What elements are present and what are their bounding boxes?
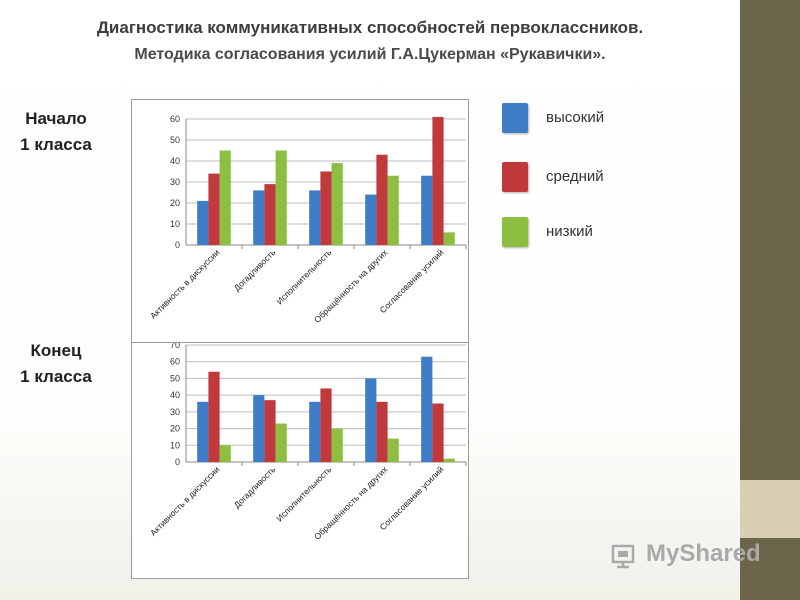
x-category-label: Активность в дискуссии bbox=[148, 464, 222, 538]
bar-high-4 bbox=[421, 356, 433, 462]
watermark-logo-icon bbox=[611, 544, 635, 569]
legend-label-high: высокий bbox=[546, 109, 605, 126]
bar-low-4 bbox=[443, 232, 455, 245]
legend-swatch-high bbox=[502, 103, 528, 133]
y-tick-label: 70 bbox=[170, 343, 180, 350]
decorative-side-band-accent bbox=[740, 480, 800, 538]
bar-low-0 bbox=[219, 150, 231, 245]
bar-high-0 bbox=[197, 200, 209, 245]
x-category-label: Догадливость bbox=[232, 247, 278, 293]
legend-label-low: низкий bbox=[546, 223, 593, 240]
bar-medium-2 bbox=[320, 388, 332, 462]
bar-low-1 bbox=[275, 150, 287, 245]
bar-low-0 bbox=[219, 445, 231, 462]
x-category-label: Исполнительность bbox=[274, 464, 333, 523]
bar-low-3 bbox=[387, 438, 399, 462]
decorative-side-band bbox=[740, 0, 800, 600]
y-tick-label: 0 bbox=[175, 240, 180, 250]
bar-high-2 bbox=[309, 401, 321, 462]
label-start-line2: 1 класса bbox=[20, 135, 92, 154]
bar-medium-2 bbox=[320, 171, 332, 245]
y-tick-label: 10 bbox=[170, 440, 180, 450]
chart-panel-start: 0 10 20 30 40 50 60 Активность в дискуссии Догад… bbox=[131, 99, 469, 344]
legend-item-high: высокий bbox=[502, 103, 702, 133]
bar-low-4 bbox=[443, 458, 455, 462]
bar-high-1 bbox=[253, 395, 265, 462]
bar-high-0 bbox=[197, 401, 209, 462]
legend-label-medium: средний bbox=[546, 168, 604, 185]
chart-start: 0 10 20 30 40 50 60 Активность в дискуссии Догад… bbox=[148, 114, 467, 325]
y-tick-label: 10 bbox=[170, 219, 180, 229]
bar-medium-0 bbox=[208, 371, 220, 462]
bar-low-2 bbox=[331, 428, 343, 462]
bar-low-3 bbox=[387, 175, 399, 245]
bar-high-1 bbox=[253, 190, 265, 245]
slide: Диагностика коммуникативных способностей… bbox=[0, 0, 740, 600]
y-tick-label: 20 bbox=[170, 198, 180, 208]
legend-swatch-low bbox=[502, 217, 528, 247]
label-end: Конец 1 класса bbox=[0, 338, 112, 390]
chart-end: 0 10 20 30 40 50 60 70 Активность в дискуссии Дог… bbox=[148, 340, 467, 542]
bar-high-3 bbox=[365, 194, 377, 245]
bar-high-3 bbox=[365, 378, 377, 462]
bar-medium-1 bbox=[264, 400, 276, 462]
x-category-label: Согласование усилий bbox=[378, 464, 446, 532]
bar-medium-4 bbox=[432, 116, 444, 246]
legend-swatch-medium bbox=[502, 162, 528, 192]
bar-medium-3 bbox=[376, 154, 388, 245]
bar-medium-4 bbox=[432, 403, 444, 462]
x-category-label: Исполнительность bbox=[274, 247, 333, 306]
bar-high-4 bbox=[421, 175, 433, 245]
bar-low-2 bbox=[331, 163, 343, 245]
legend-item-low: низкий bbox=[502, 217, 702, 247]
label-end-line1: Конец bbox=[30, 341, 82, 360]
x-category-label: Согласование усилий bbox=[378, 247, 446, 315]
label-start: Начало 1 класса bbox=[0, 106, 112, 158]
y-tick-label: 60 bbox=[170, 114, 180, 124]
bar-medium-0 bbox=[208, 173, 220, 245]
y-tick-label: 50 bbox=[170, 135, 180, 145]
bar-medium-1 bbox=[264, 184, 276, 245]
chart-panel-end: 0 10 20 30 40 50 60 70 Активность в дискуссии Дог… bbox=[131, 340, 469, 579]
y-tick-label: 30 bbox=[170, 407, 180, 417]
y-tick-label: 40 bbox=[170, 156, 180, 166]
legend-item-medium: средний bbox=[502, 162, 702, 192]
y-tick-label: 40 bbox=[170, 390, 180, 400]
bar-high-2 bbox=[309, 190, 321, 245]
slide-title: Диагностика коммуникативных способностей… bbox=[96, 18, 644, 37]
watermark: MyShared bbox=[610, 540, 790, 570]
legend: высокий средний низкий bbox=[502, 100, 722, 260]
watermark-text: MyShared bbox=[646, 540, 761, 567]
x-category-label: Активность в дискуссии bbox=[148, 247, 222, 321]
slide-subtitle: Методика согласования усилий Г.А.Цукерма… bbox=[134, 46, 606, 63]
y-tick-label: 0 bbox=[175, 457, 180, 467]
y-tick-label: 20 bbox=[170, 424, 180, 434]
bar-medium-3 bbox=[376, 401, 388, 462]
y-tick-label: 60 bbox=[170, 357, 180, 367]
y-tick-label: 50 bbox=[170, 373, 180, 383]
bar-low-1 bbox=[275, 423, 287, 462]
y-tick-label: 30 bbox=[170, 177, 180, 187]
label-start-line1: Начало bbox=[25, 109, 87, 128]
x-category-label: Догадливость bbox=[232, 464, 278, 510]
label-end-line2: 1 класса bbox=[20, 367, 92, 386]
